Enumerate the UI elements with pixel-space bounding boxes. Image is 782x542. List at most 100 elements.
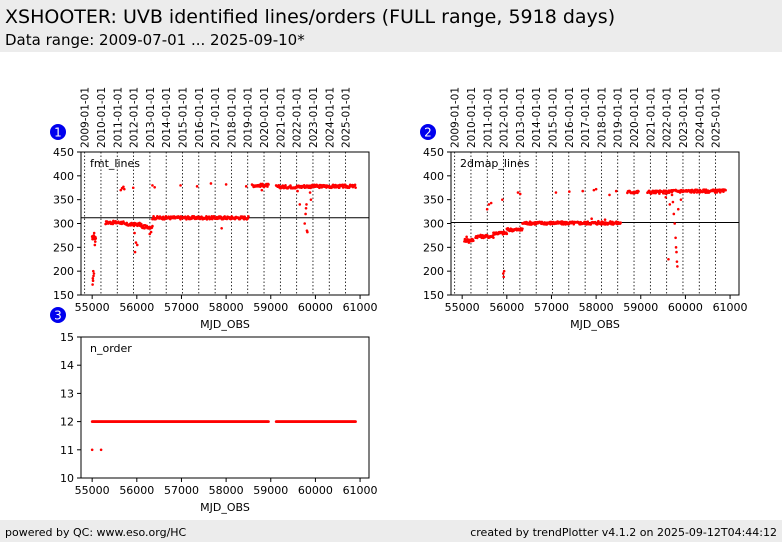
data-point — [673, 222, 677, 225]
x-axis-label: MJD_OBS — [200, 318, 250, 331]
chart-1: 2009-01-01 2010-01-01 2011-01-01 2012-01-01… — [50, 87, 378, 331]
x-tick-label: 58000 — [209, 484, 244, 497]
data-point — [244, 185, 248, 188]
year-marker-label: 2019-01-01 — [243, 87, 255, 148]
chart-3: 55000 56000 57000 58000 59000 60000 61000 10 11 1… — [50, 307, 378, 514]
x-tick-label: 57000 — [164, 301, 199, 314]
x-tick-label: 57000 — [164, 484, 199, 497]
y-tick-label: 13 — [60, 387, 74, 400]
data-point — [266, 185, 269, 188]
y-tick-label: 250 — [53, 241, 74, 254]
data-point — [668, 203, 672, 206]
data-point — [465, 235, 468, 239]
data-point — [92, 231, 96, 235]
data-point — [305, 203, 308, 206]
data-point — [209, 182, 213, 185]
data-point — [90, 448, 94, 452]
year-marker-label: 2022-01-01 — [292, 87, 304, 148]
data-point — [247, 215, 250, 218]
year-marker-label: 2025-01-01 — [711, 87, 723, 148]
x-tick-label: 55000 — [75, 484, 110, 497]
x-tick-label: 61000 — [343, 301, 378, 314]
data-point — [303, 222, 307, 225]
series-label: n_order — [90, 342, 132, 355]
data-point — [119, 188, 123, 192]
data-point — [485, 207, 489, 211]
panel-number-badge — [420, 124, 436, 140]
data-point — [592, 188, 596, 192]
year-marker-label: 2012-01-01 — [129, 87, 141, 148]
x-tick-label: 55000 — [75, 301, 110, 314]
year-marker-label: 2017-01-01 — [580, 87, 592, 148]
data-point — [220, 226, 223, 230]
plot-frame — [80, 336, 370, 479]
x-tick-label: 59000 — [253, 301, 288, 314]
panel-number-badge — [50, 307, 66, 323]
y-tick-label: 11 — [60, 444, 74, 457]
data-point — [353, 183, 357, 187]
data-point — [91, 269, 95, 273]
data-point — [319, 183, 323, 187]
data-point — [93, 243, 97, 247]
year-marker-label: 2011-01-01 — [482, 87, 494, 148]
y-tick-label: 200 — [423, 265, 444, 278]
data-points — [90, 182, 357, 286]
data-point — [134, 241, 138, 244]
y-tick-label: 10 — [60, 472, 74, 485]
x-tick-label: 57000 — [534, 301, 569, 314]
series-label: fmt_lines — [90, 157, 140, 170]
data-point — [590, 217, 593, 221]
data-point — [161, 215, 165, 219]
data-point — [472, 239, 475, 243]
data-point — [664, 189, 668, 193]
chart-2: 2009-01-01 2010-01-01 2011-01-01 2012-01-01… — [420, 87, 748, 331]
data-point — [568, 190, 571, 193]
panel-number-badge — [50, 124, 66, 140]
x-tick-label: 59000 — [253, 484, 288, 497]
data-point — [267, 183, 270, 186]
data-point — [501, 198, 504, 201]
data-point — [92, 272, 96, 275]
y-tick-label: 400 — [423, 170, 444, 183]
y-tick-label: 350 — [423, 194, 444, 207]
y-tick-label: 250 — [423, 241, 444, 254]
data-point — [298, 203, 302, 206]
data-point — [603, 218, 607, 221]
year-marker-label: 2010-01-01 — [96, 87, 108, 148]
y-tick-label: 450 — [53, 146, 74, 159]
data-point — [246, 217, 250, 220]
data-point — [309, 198, 313, 201]
year-marker-label: 2014-01-01 — [531, 87, 543, 148]
data-point — [125, 221, 129, 225]
data-point — [133, 250, 137, 254]
data-point — [318, 186, 321, 190]
year-marker-label: 2009-01-01 — [450, 87, 462, 148]
data-point — [581, 189, 585, 193]
year-marker-label: 2024-01-01 — [324, 87, 336, 148]
x-tick-label: 60000 — [298, 484, 333, 497]
year-marker-label: 2009-01-01 — [80, 87, 92, 148]
x-axis-label: MJD_OBS — [200, 501, 250, 514]
data-point — [267, 420, 270, 423]
y-tick-label: 12 — [60, 416, 74, 429]
data-point — [608, 193, 611, 197]
y-tick-label: 150 — [423, 289, 444, 302]
data-point — [122, 185, 125, 189]
data-point — [296, 189, 299, 193]
data-points — [90, 420, 357, 452]
year-marker-label: 2018-01-01 — [226, 87, 238, 148]
data-point — [671, 200, 675, 204]
year-marker-label: 2011-01-01 — [112, 87, 124, 148]
x-tick-label: 56000 — [489, 301, 524, 314]
x-tick-label: 59000 — [623, 301, 658, 314]
footer-created-by: created by trendPlotter v4.1.2 on 2025-0… — [470, 526, 777, 539]
data-point — [91, 283, 94, 286]
data-point — [342, 185, 345, 189]
data-point — [679, 198, 683, 201]
data-point — [99, 448, 103, 452]
data-point — [586, 220, 590, 224]
y-tick-label: 400 — [53, 170, 74, 183]
data-point — [664, 195, 668, 199]
data-point — [223, 215, 227, 218]
